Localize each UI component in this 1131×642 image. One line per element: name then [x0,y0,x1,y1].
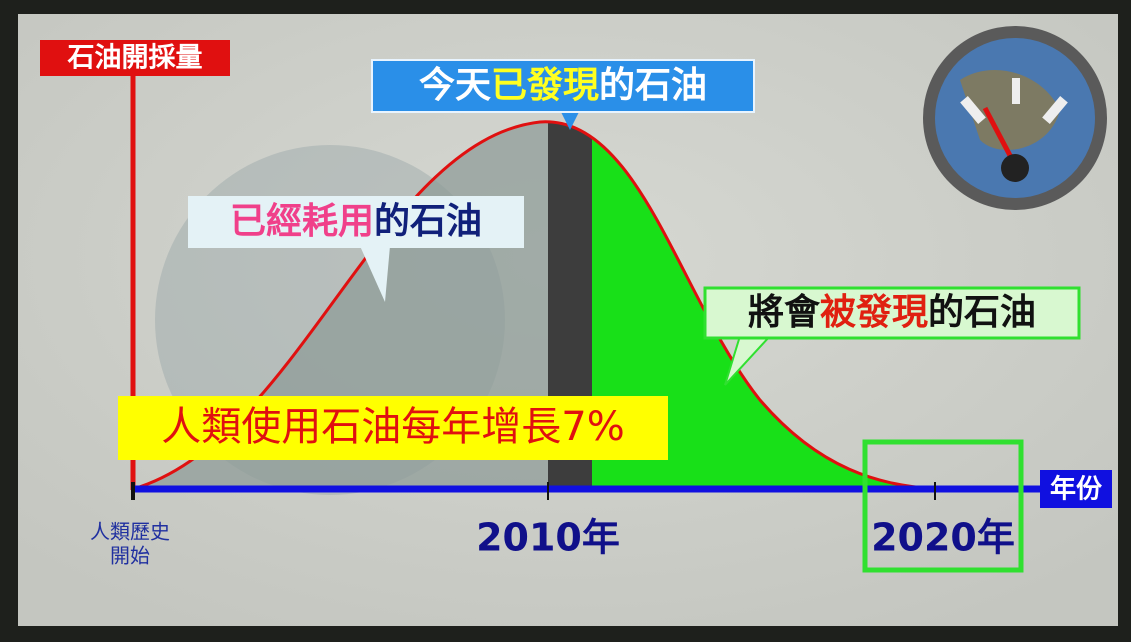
text-part: 的石油 [374,201,482,242]
growth-box [118,396,668,460]
y-axis-label: 石油開採量 [67,43,203,74]
callout-future: 將會被發現的石油 [703,286,1081,386]
text-part: 已發現 [491,65,599,106]
text-part: 的石油 [928,292,1036,333]
text-part: 已經耗用 [230,201,374,242]
callout-text: 已經耗用的石油 [230,201,482,242]
fuel-gauge [923,26,1107,210]
x-tick-label: 人類歷史 [90,520,170,544]
x-tick-label: 開始 [110,544,150,568]
text-part: 將會 [748,292,821,333]
growth-text: 人類使用石油每年增長7% [161,404,624,450]
callout-today: 今天已發現的石油 [371,59,755,130]
x-tick-label: 2020年 [871,516,1015,560]
y-label-box [40,40,230,76]
x-label-box [1040,470,1112,508]
text-part: 的石油 [599,65,707,106]
highlight-box [862,439,1024,573]
callout-text: 今天已發現的石油 [419,65,707,106]
callout-consumed: 已經耗用的石油 [188,196,524,302]
text-part: 今天 [419,65,491,106]
x-axis-label: 年份 [1050,474,1102,505]
text-part: 被發現 [820,292,928,333]
callout-text: 將會被發現的石油 [748,292,1036,333]
x-tick-label: 2010年 [476,516,620,560]
